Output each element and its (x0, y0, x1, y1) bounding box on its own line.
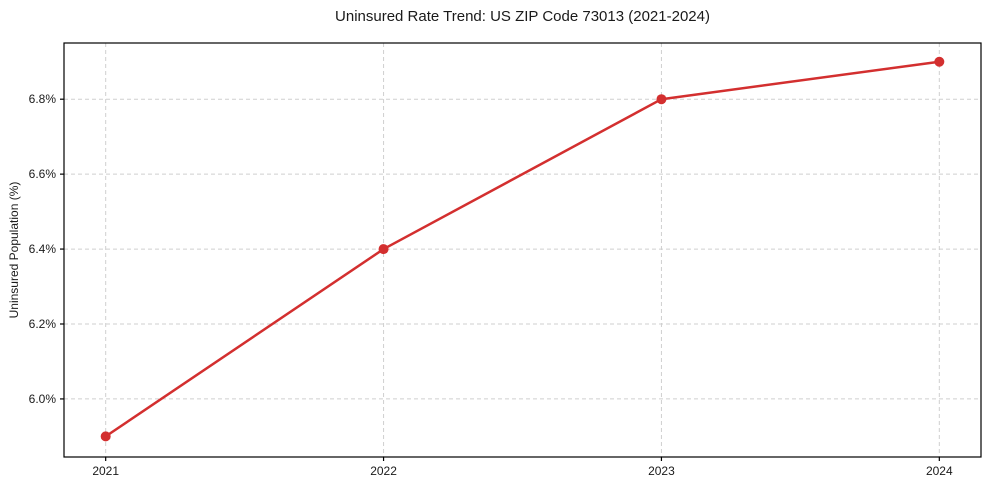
data-point-marker (934, 56, 945, 67)
y-tick-label: 6.4% (29, 242, 57, 256)
data-point-marker (656, 94, 667, 105)
x-tick-label: 2023 (648, 464, 675, 478)
x-tick-label: 2022 (370, 464, 397, 478)
y-tick-label: 6.2% (29, 317, 57, 331)
y-tick-label: 6.8% (29, 92, 57, 106)
x-tick-label: 2021 (92, 464, 119, 478)
y-tick-label: 6.0% (29, 392, 57, 406)
data-point-marker (100, 431, 111, 442)
chart-title: Uninsured Rate Trend: US ZIP Code 73013 … (335, 8, 710, 25)
data-point-marker (378, 244, 389, 255)
trend-line (104, 60, 941, 438)
y-tick-label: 6.6% (29, 167, 57, 181)
x-tick-label: 2024 (926, 464, 953, 478)
plot-border (63, 42, 982, 458)
